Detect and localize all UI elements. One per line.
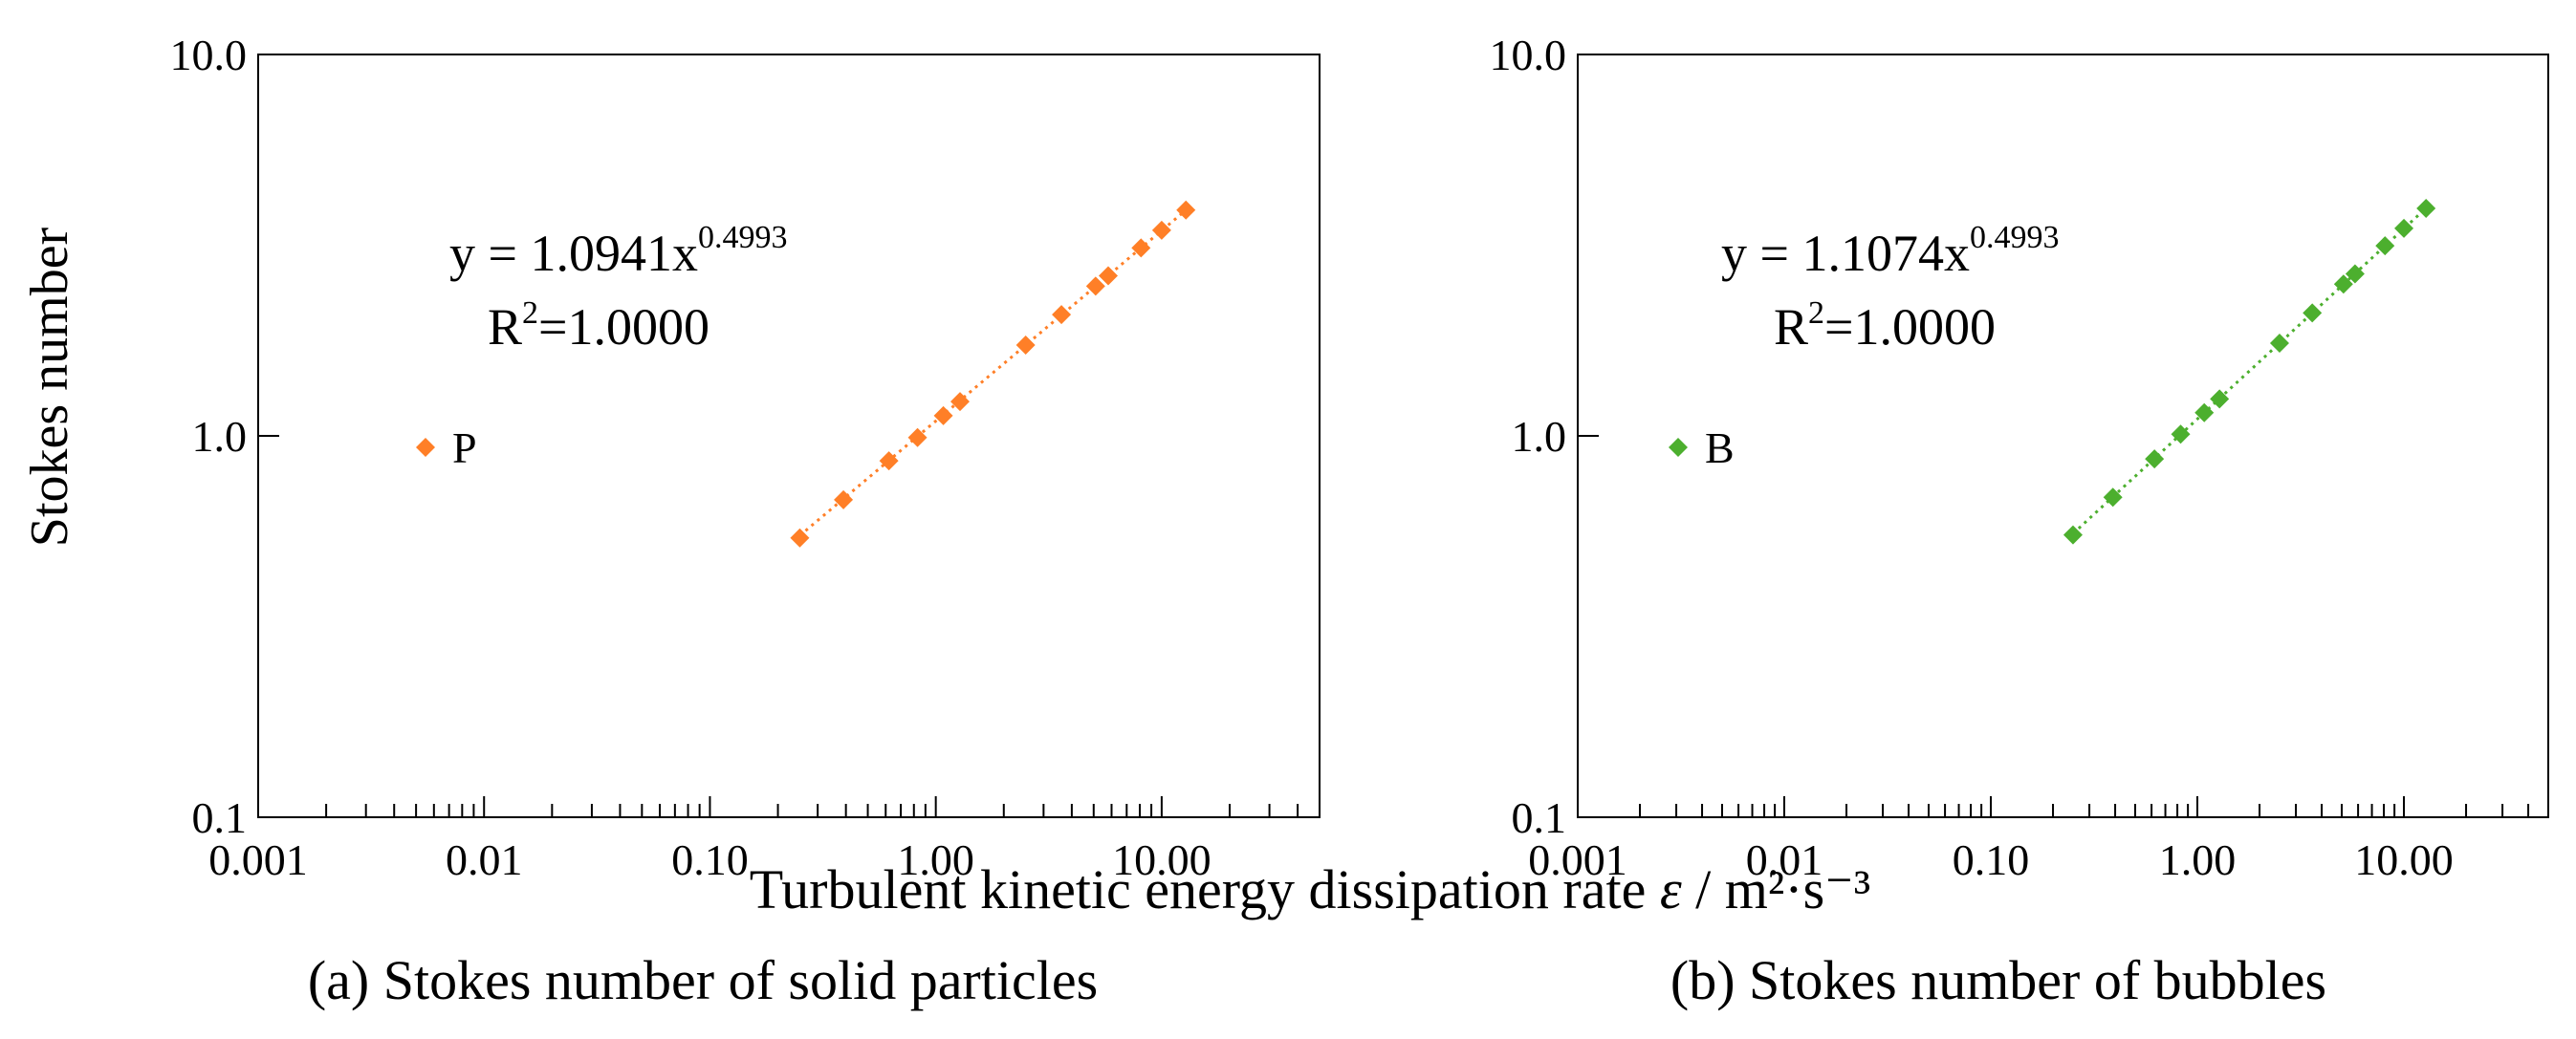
data-point-a	[1099, 266, 1119, 286]
x-tick-label-a: 10.00	[1112, 835, 1212, 884]
y-tick-label-b: 1.0	[1512, 412, 1567, 461]
x-axis-title: Turbulent kinetic energy dissipation rat…	[750, 858, 1870, 920]
x-tick-label-a: 1.00	[897, 835, 974, 884]
data-point-a	[1131, 238, 1151, 258]
x-tick-label-b: 0.10	[1953, 835, 2030, 884]
equation-b: y = 1.1074x0.4993	[1721, 220, 2059, 282]
equation-exponent-a: 0.4993	[698, 220, 788, 255]
x-axis-title-unit: / m²·s⁻³	[1682, 858, 1871, 920]
y-tick-label-b: 0.1	[1512, 793, 1567, 842]
equation-base-b: y = 1.1074x	[1721, 225, 1970, 282]
equation-base-a: y = 1.0941x	[449, 225, 698, 282]
r2-exponent-a: 2	[522, 295, 538, 331]
data-point-b	[2394, 218, 2414, 238]
r2-prefix-a: R	[488, 298, 522, 356]
data-point-b	[2303, 303, 2323, 323]
y-tick-label-a: 10.0	[170, 31, 248, 79]
r2-value-b: =1.0000	[1824, 298, 1996, 356]
data-point-b	[2210, 389, 2230, 409]
r-squared-b: R2=1.0000	[1774, 295, 1996, 356]
plot-frame-a	[257, 54, 1321, 818]
data-point-b	[2375, 236, 2395, 256]
r2-exponent-b: 2	[1808, 295, 1824, 331]
data-point-a	[1151, 220, 1171, 240]
trendline-a	[798, 208, 1188, 537]
legend-label-b: B	[1705, 423, 1735, 472]
data-point-a	[1176, 200, 1196, 220]
r2-prefix-b: R	[1774, 298, 1808, 356]
data-point-b	[2063, 525, 2083, 545]
x-tick-label-b: 1.00	[2159, 835, 2237, 884]
data-point-a	[907, 427, 928, 447]
data-point-a	[1052, 305, 1072, 325]
x-tick-label-a: 0.001	[208, 835, 308, 884]
data-point-a	[790, 528, 810, 548]
caption-a: (a) Stokes number of solid particles	[308, 949, 1098, 1011]
x-tick-label-b: 0.01	[1746, 835, 1823, 884]
data-point-b	[2103, 487, 2123, 508]
data-point-b	[2145, 449, 2165, 469]
equation-a: y = 1.0941x0.4993	[449, 220, 787, 282]
data-point-b	[2416, 198, 2436, 218]
legend-marker-b	[1669, 438, 1688, 457]
caption-b: (b) Stokes number of bubbles	[1670, 949, 2326, 1011]
data-point-a	[879, 451, 899, 471]
x-tick-label-b: 10.00	[2354, 835, 2454, 884]
data-point-a	[1085, 276, 1105, 296]
x-axis-title-main: Turbulent kinetic energy dissipation rat…	[750, 858, 1660, 920]
data-point-a	[950, 392, 970, 412]
y-axis-title: Stokes number	[20, 227, 79, 547]
data-point-b	[2345, 264, 2365, 284]
y-tick-label-a: 1.0	[192, 412, 248, 461]
chart-a-solid-particles: 0.001 0.01 0.10 1.00 10.00 0.1 1.0 10.0 y = 1.09…	[170, 31, 1321, 884]
r2-value-a: =1.0000	[538, 298, 709, 356]
equation-exponent-b: 0.4993	[1970, 220, 2060, 255]
data-point-b	[2171, 424, 2191, 444]
legend-label-a: P	[452, 423, 477, 472]
data-point-a	[834, 489, 854, 509]
trendline-b	[2071, 206, 2428, 535]
chart-b-bubbles: 0.001 0.01 0.10 1.00 10.00 0.1 1.0 10.0 y = 1.10…	[1490, 31, 2549, 884]
y-tick-label-a: 0.1	[192, 793, 248, 842]
data-point-a	[1015, 336, 1036, 356]
data-point-b	[2269, 334, 2289, 354]
x-axis-title-symbol: ε	[1660, 858, 1682, 920]
x-tick-label-a: 0.01	[446, 835, 523, 884]
y-tick-label-b: 10.0	[1490, 31, 1567, 79]
data-point-b	[2194, 402, 2215, 422]
r-squared-a: R2=1.0000	[488, 295, 709, 356]
x-tick-label-b: 0.001	[1528, 835, 1627, 884]
data-point-a	[933, 405, 953, 425]
data-point-b	[2333, 274, 2353, 294]
x-tick-label-a: 0.10	[671, 835, 749, 884]
legend-marker-a	[416, 438, 435, 457]
